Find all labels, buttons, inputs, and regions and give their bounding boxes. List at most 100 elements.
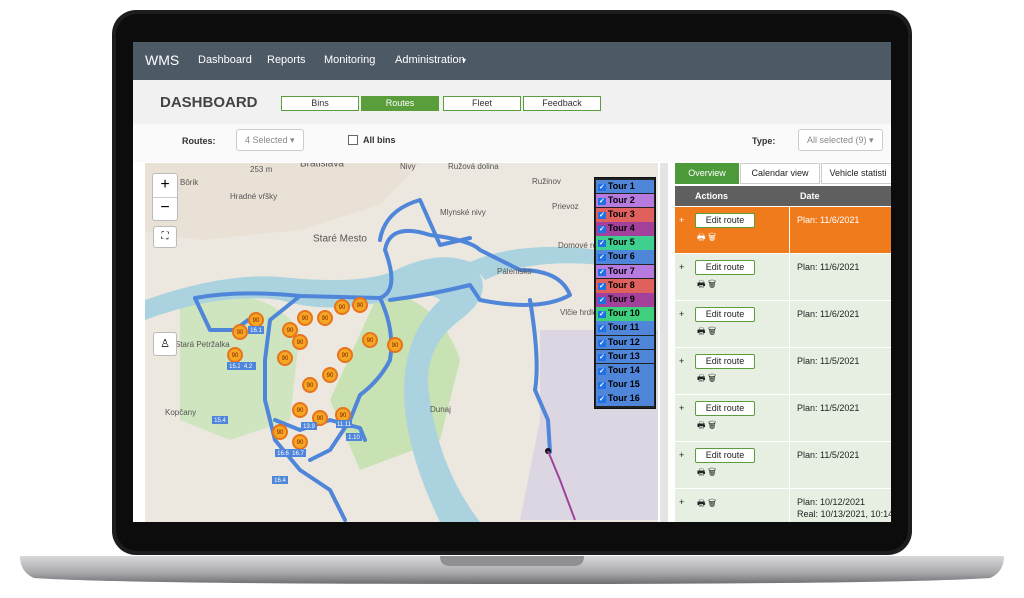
column-header: Date bbox=[800, 191, 820, 201]
tour-item[interactable]: ✓ Tour 16 bbox=[596, 392, 654, 406]
routes-value: 4 Selected bbox=[245, 135, 288, 145]
place-label: Mlynské nivy bbox=[440, 208, 486, 217]
nav-item[interactable]: Monitoring bbox=[324, 54, 376, 66]
bin-marker[interactable] bbox=[317, 310, 333, 326]
column-divider bbox=[789, 395, 790, 441]
bin-label: 90 bbox=[287, 328, 294, 334]
expand-toggle[interactable]: + bbox=[679, 356, 685, 366]
expand-toggle[interactable]: + bbox=[679, 450, 685, 460]
tab[interactable]: Bins bbox=[281, 96, 359, 111]
bin-marker[interactable] bbox=[297, 310, 313, 326]
tour-item[interactable]: ✓ Tour 6 bbox=[596, 250, 654, 265]
tag-label: 13.9 bbox=[303, 424, 315, 430]
zoom-in[interactable]: + bbox=[153, 174, 177, 198]
caret: ▾ bbox=[462, 56, 467, 65]
tag-box bbox=[336, 420, 352, 428]
nav-item[interactable]: Administration bbox=[395, 54, 465, 66]
place-label: Nivy bbox=[400, 163, 416, 171]
edit-route-button[interactable]: Edit route bbox=[695, 213, 755, 228]
bin-marker[interactable] bbox=[387, 337, 403, 353]
edit-route-button[interactable]: Edit route bbox=[695, 401, 755, 416]
tag-label: 16.6 bbox=[277, 451, 289, 457]
bin-marker[interactable] bbox=[292, 334, 308, 350]
tour-item[interactable]: ✓ Tour 3 bbox=[596, 207, 654, 222]
expand-toggle[interactable]: + bbox=[679, 497, 685, 507]
checkbox[interactable] bbox=[348, 135, 358, 145]
expand-toggle[interactable]: + bbox=[679, 309, 685, 319]
tour-item[interactable]: ✓ Tour 13 bbox=[596, 349, 654, 364]
tour-item[interactable]: ✓ Tour 10 bbox=[596, 307, 654, 321]
routes-select[interactable]: 4 Selected ▾ bbox=[236, 129, 304, 151]
tour-check: ✓ bbox=[598, 240, 606, 248]
bin-label: 90 bbox=[297, 340, 304, 346]
bin-marker[interactable] bbox=[232, 324, 248, 340]
route-row: + Edit route 🖶 🗑 Plan: 11/5/2021 bbox=[675, 348, 891, 395]
expand-toggle[interactable]: + bbox=[679, 262, 685, 272]
tab[interactable]: Fleet bbox=[443, 96, 521, 111]
place-label: Dunaj bbox=[430, 405, 451, 414]
edit-route-button[interactable]: Edit route bbox=[695, 307, 755, 322]
bin-marker[interactable] bbox=[362, 332, 378, 348]
edit-route-button[interactable]: Edit route bbox=[695, 260, 755, 275]
row-icons: 🖶 🗑 bbox=[697, 498, 717, 508]
tour-item[interactable]: ✓ Tour 15 bbox=[596, 378, 654, 392]
real-date: Real: 10/13/2021, 10:14 bbox=[797, 509, 891, 519]
street-view[interactable]: ♙ bbox=[153, 332, 177, 356]
tour-item[interactable]: ✓ Tour 14 bbox=[596, 363, 654, 378]
place-label: Hradné vŕšky bbox=[230, 192, 277, 201]
route-row: + Edit route 🖶 🗑 Plan: 11/5/2021 bbox=[675, 442, 891, 489]
place-label: Stará Petržalka bbox=[175, 340, 230, 349]
tour-name: Tour 12 bbox=[607, 336, 640, 347]
tour-item[interactable]: ✓ Tour 1 bbox=[596, 179, 654, 194]
zoom-out[interactable]: − bbox=[160, 199, 170, 216]
tour-name: Tour 16 bbox=[607, 393, 640, 404]
place-label: Pálenisko bbox=[497, 267, 532, 276]
type-select[interactable]: All selected (9) ▾ bbox=[798, 129, 883, 151]
tour-item[interactable]: ✓ Tour 2 bbox=[596, 193, 654, 208]
bin-marker[interactable] bbox=[272, 424, 288, 440]
brand[interactable]: WMS bbox=[145, 52, 180, 68]
expand-toggle[interactable]: + bbox=[679, 403, 685, 413]
tour-check: ✓ bbox=[598, 353, 606, 361]
edit-route-button[interactable]: Edit route bbox=[695, 354, 755, 369]
nav-item[interactable]: Dashboard bbox=[198, 54, 252, 66]
bin-marker[interactable] bbox=[322, 367, 338, 383]
tour-name: Tour 4 bbox=[607, 223, 635, 234]
bin-marker[interactable] bbox=[337, 347, 353, 363]
edit-route-button[interactable]: Edit route bbox=[695, 448, 755, 463]
row-icons: 🖶 🗑 bbox=[697, 420, 717, 430]
bin-marker[interactable] bbox=[292, 402, 308, 418]
panel-tab[interactable]: Overview bbox=[675, 163, 739, 184]
bin-marker[interactable] bbox=[312, 410, 328, 426]
bin-marker[interactable] bbox=[282, 322, 298, 338]
panel-tab[interactable]: Calendar view bbox=[740, 163, 820, 184]
type-label: Type: bbox=[752, 136, 776, 146]
tour-item[interactable]: ✓ Tour 11 bbox=[596, 321, 654, 336]
bin-marker[interactable] bbox=[334, 299, 350, 315]
tour-item[interactable]: ✓ Tour 5 bbox=[596, 236, 654, 250]
tour-item[interactable]: ✓ Tour 7 bbox=[596, 264, 654, 279]
fullscreen[interactable]: ⛶ bbox=[153, 226, 177, 248]
tour-item[interactable]: ✓ Tour 9 bbox=[596, 293, 654, 307]
panel-tab[interactable]: Vehicle statisti bbox=[821, 163, 891, 184]
column-divider bbox=[789, 348, 790, 394]
expand-toggle[interactable]: + bbox=[679, 215, 685, 225]
tour-item[interactable]: ✓ Tour 12 bbox=[596, 335, 654, 350]
map[interactable]: 253 m Bratislava Nivy Ružová dolina Bôrik Hra… bbox=[145, 163, 658, 522]
tour-item[interactable]: ✓ Tour 8 bbox=[596, 278, 654, 293]
tag-label: 16.7 bbox=[292, 451, 304, 457]
tour-item[interactable]: ✓ Tour 4 bbox=[596, 222, 654, 236]
row-icons: 🖶 🗑 bbox=[697, 279, 717, 289]
tab[interactable]: Routes bbox=[361, 96, 439, 111]
nav-item[interactable]: Reports bbox=[267, 54, 306, 66]
tab[interactable]: Feedback bbox=[523, 96, 601, 111]
routes bbox=[193, 198, 572, 522]
bin-label: 90 bbox=[392, 343, 399, 349]
bin-marker[interactable] bbox=[302, 377, 318, 393]
bin-marker[interactable] bbox=[277, 350, 293, 366]
bin-marker[interactable] bbox=[352, 297, 368, 313]
tour-check: ✓ bbox=[598, 268, 606, 276]
navbar: WMS Dashboard Reports Monitoring Adminis… bbox=[133, 42, 891, 80]
place-label: Bratislava bbox=[300, 163, 344, 170]
